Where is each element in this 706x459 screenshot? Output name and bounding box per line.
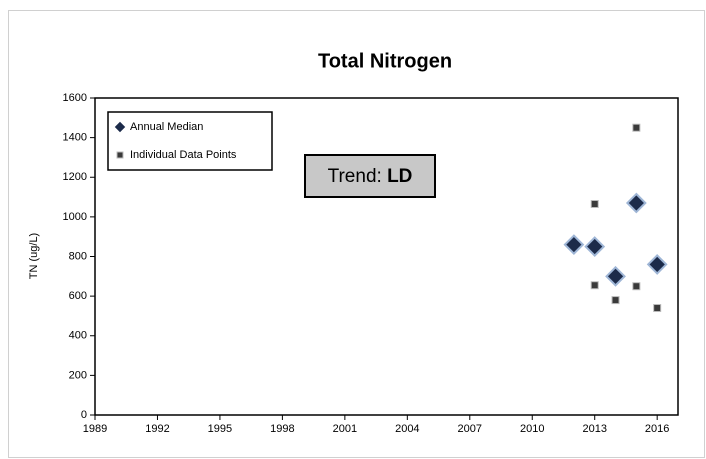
point — [590, 199, 599, 208]
y-tick-label: 1400 — [63, 132, 87, 144]
y-tick-label: 400 — [69, 330, 87, 342]
chart-frame — [8, 10, 705, 458]
legend-marker — [114, 121, 126, 133]
y-tick-label: 1600 — [63, 92, 87, 104]
legend-label: Annual Median — [130, 121, 203, 133]
point — [611, 296, 620, 305]
legend — [107, 111, 273, 171]
point — [646, 254, 668, 275]
point — [653, 304, 662, 313]
chart-title: Total Nitrogen — [318, 50, 452, 72]
x-tick-label: 2016 — [645, 423, 669, 435]
x-tick-label: 2010 — [520, 423, 544, 435]
y-tick-label: 1200 — [63, 171, 87, 183]
legend-marker — [116, 151, 124, 159]
annotation-value: LD — [387, 166, 412, 187]
point — [632, 123, 641, 132]
y-axis-label: TN (ug/L) — [28, 233, 40, 279]
x-tick-label: 1989 — [83, 423, 107, 435]
point — [632, 282, 641, 291]
point — [605, 265, 626, 287]
annotation-label: Trend: — [328, 166, 382, 187]
y-tick-label: 800 — [69, 250, 87, 262]
legend-label: Individual Data Points — [130, 149, 237, 161]
y-tick-label: 0 — [81, 409, 87, 421]
x-tick-label: 2007 — [458, 423, 482, 435]
y-tick-label: 1000 — [63, 211, 87, 223]
point — [625, 192, 647, 214]
x-tick-label: 1998 — [270, 423, 294, 435]
y-tick-label: 600 — [69, 290, 87, 302]
y-tick-label: 200 — [69, 369, 87, 381]
annotation: Trend: LD — [328, 166, 413, 187]
annotation-box — [304, 154, 436, 198]
x-tick-label: 1995 — [208, 423, 232, 435]
x-tick-label: 2001 — [333, 423, 357, 435]
point — [590, 281, 599, 290]
point — [584, 236, 606, 258]
x-tick-label: 2004 — [395, 423, 419, 435]
x-tick-label: 1992 — [145, 423, 169, 435]
point — [563, 234, 585, 256]
x-tick-label: 2013 — [582, 423, 606, 435]
